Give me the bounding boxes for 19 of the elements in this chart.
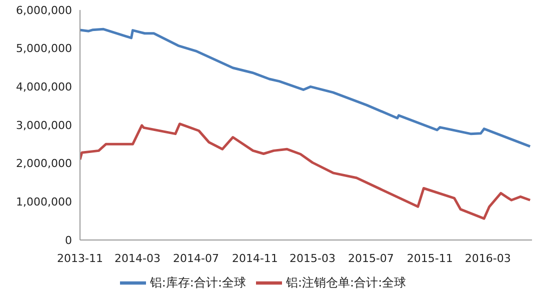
y-tick-label: 2,000,000 — [16, 157, 72, 170]
line-series — [80, 122, 532, 220]
legend-label: 铝:库存:合计:全球 — [150, 275, 246, 290]
y-tick-label: 3,000,000 — [16, 118, 72, 132]
line-series — [80, 28, 532, 148]
y-tick-label: 5,000,000 — [16, 42, 72, 56]
y-tick-label: 1,000,000 — [16, 196, 72, 209]
legend-label: 铝:注销仓单:合计:全球 — [286, 275, 406, 290]
x-tick-label: 2014-07 — [173, 252, 219, 265]
x-tick-label: 2015-11 — [406, 252, 453, 265]
x-tick-label: 2015-07 — [348, 252, 394, 265]
x-tick-label: 2015-03 — [289, 252, 336, 265]
y-tick-label: 4,000,000 — [16, 80, 72, 94]
x-tick-label: 2014-11 — [232, 252, 278, 265]
x-tick-label: 2016-03 — [464, 252, 511, 265]
y-tick-label: 0 — [65, 234, 72, 247]
x-tick-label: 2013-11 — [57, 252, 103, 265]
y-tick-label: 6,000,000 — [16, 4, 72, 17]
x-tick-label: 2014-03 — [114, 252, 161, 265]
